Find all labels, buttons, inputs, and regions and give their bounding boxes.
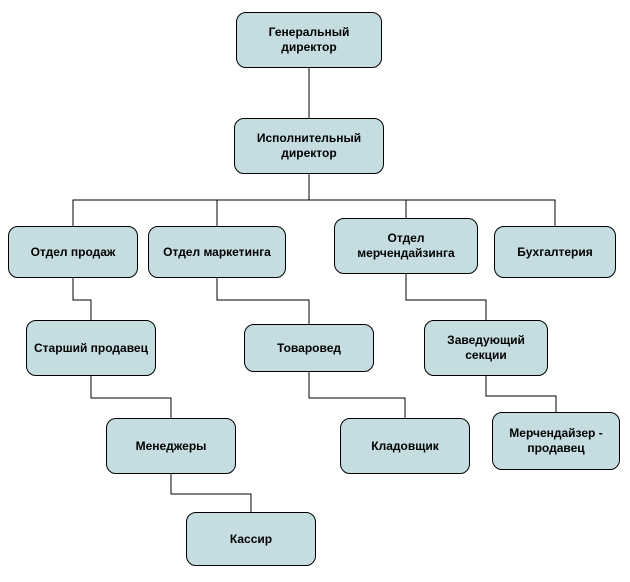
- node-sales: Отдел продаж: [8, 226, 138, 278]
- node-kassir: Кассир: [186, 512, 316, 566]
- node-label: Заведующий секции: [431, 333, 541, 363]
- node-label: Кладовщик: [371, 439, 438, 454]
- node-label: Отдел мерчендайзинга: [341, 231, 471, 261]
- node-label: Генеральный директор: [243, 25, 375, 55]
- node-exec_dir: Исполнительный директор: [234, 118, 384, 174]
- org-chart: Генеральный директор Исполнительный дирек…: [0, 0, 630, 582]
- node-label: Старший продавец: [34, 341, 148, 356]
- node-label: Бухгалтерия: [517, 245, 593, 260]
- edge-marketing-tovaroved: [217, 278, 309, 324]
- node-label: Кассир: [230, 532, 272, 547]
- edge-exec_dir-marketing: [217, 174, 309, 226]
- edge-exec_dir-merch: [309, 174, 406, 218]
- node-label: Менеджеры: [136, 439, 207, 454]
- node-label: Мерчендайзер - продавец: [499, 426, 613, 456]
- edges-layer: [0, 0, 630, 582]
- node-label: Отдел маркетинга: [163, 245, 271, 260]
- node-klad: Кладовщик: [340, 418, 470, 474]
- edge-merch-zav: [406, 274, 486, 320]
- node-managers: Менеджеры: [106, 418, 236, 474]
- edge-tovaroved-klad: [309, 372, 405, 418]
- node-gen_dir: Генеральный директор: [236, 12, 382, 68]
- node-acct: Бухгалтерия: [494, 226, 616, 278]
- node-zav: Заведующий секции: [424, 320, 548, 376]
- node-tovaroved: Товаровед: [244, 324, 374, 372]
- edge-sales-senior: [73, 278, 91, 320]
- node-label: Исполнительный директор: [241, 131, 377, 161]
- node-label: Отдел продаж: [31, 245, 116, 260]
- edge-managers-kassir: [171, 474, 251, 512]
- edge-exec_dir-sales: [73, 174, 309, 226]
- node-marketing: Отдел маркетинга: [148, 226, 286, 278]
- node-label: Товаровед: [277, 341, 341, 356]
- edge-senior-managers: [91, 376, 171, 418]
- node-merch: Отдел мерчендайзинга: [334, 218, 478, 274]
- edge-zav-merch_s: [486, 376, 556, 412]
- node-senior: Старший продавец: [26, 320, 156, 376]
- node-merch_s: Мерчендайзер - продавец: [492, 412, 620, 470]
